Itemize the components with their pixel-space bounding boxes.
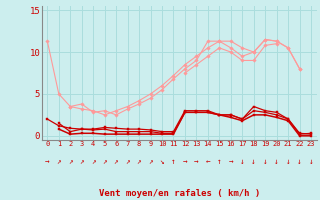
Text: ↘: ↘ [160,157,164,166]
Text: →: → [228,157,233,166]
Text: Vent moyen/en rafales ( km/h ): Vent moyen/en rafales ( km/h ) [99,189,260,198]
Text: ↗: ↗ [68,157,73,166]
Text: ↓: ↓ [274,157,279,166]
Text: ↗: ↗ [137,157,141,166]
Text: ↑: ↑ [217,157,222,166]
Text: ↗: ↗ [57,157,61,166]
Text: ↓: ↓ [286,157,291,166]
Text: ←: ← [205,157,210,166]
Text: ↓: ↓ [309,157,313,166]
Text: →: → [194,157,199,166]
Text: ↗: ↗ [91,157,95,166]
Text: →: → [45,157,50,166]
Text: ↓: ↓ [252,157,256,166]
Text: ↗: ↗ [79,157,84,166]
Text: ↓: ↓ [297,157,302,166]
Text: ↗: ↗ [114,157,118,166]
Text: ↗: ↗ [125,157,130,166]
Text: ↗: ↗ [102,157,107,166]
Text: ↑: ↑ [171,157,176,166]
Text: ↓: ↓ [263,157,268,166]
Text: ↗: ↗ [148,157,153,166]
Text: →: → [183,157,187,166]
Text: ↓: ↓ [240,157,244,166]
